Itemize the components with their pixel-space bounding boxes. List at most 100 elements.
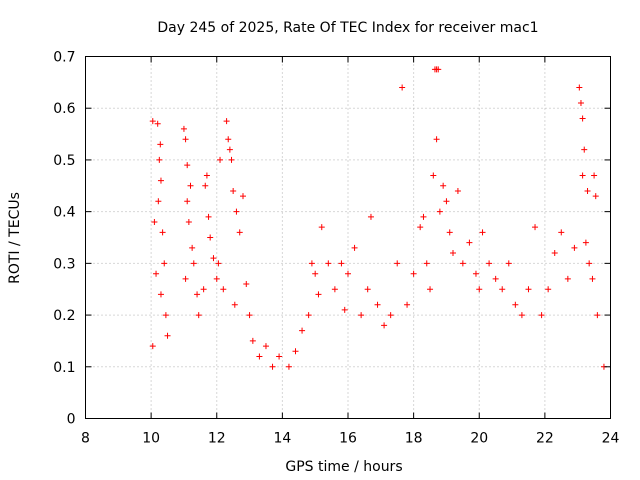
- data-point: [153, 270, 160, 277]
- data-point: [331, 286, 338, 293]
- data-point: [367, 213, 374, 220]
- data-point: [446, 229, 453, 236]
- data-point: [364, 286, 371, 293]
- data-point: [586, 260, 593, 267]
- y-tick-label: 0.3: [53, 256, 75, 272]
- data-point: [189, 244, 196, 251]
- data-point: [184, 198, 191, 205]
- data-point: [194, 291, 201, 298]
- data-point: [404, 301, 411, 308]
- y-tick-label: 0.5: [53, 153, 75, 169]
- data-point: [299, 327, 306, 334]
- data-point: [381, 322, 388, 329]
- x-tick-label: 24: [602, 431, 620, 447]
- data-point: [576, 84, 583, 91]
- data-point: [538, 312, 545, 319]
- x-tick-label: 14: [273, 431, 291, 447]
- data-point: [551, 250, 558, 257]
- data-point: [262, 343, 269, 350]
- data-point: [217, 156, 224, 163]
- data-point: [246, 312, 253, 319]
- data-point: [450, 250, 456, 257]
- data-point: [203, 172, 210, 179]
- data-point: [454, 187, 461, 194]
- data-point: [341, 306, 348, 313]
- data-point: [149, 118, 156, 125]
- data-point: [579, 115, 586, 122]
- data-point: [545, 286, 552, 293]
- x-tick-label: 20: [470, 431, 488, 447]
- y-tick-label: 0: [67, 412, 76, 428]
- data-point: [435, 66, 442, 73]
- data-point: [256, 353, 263, 360]
- data-point: [240, 193, 246, 200]
- data-point: [592, 193, 599, 200]
- data-point: [205, 213, 212, 220]
- data-point: [225, 136, 232, 143]
- data-point: [243, 281, 250, 288]
- data-point: [338, 260, 345, 267]
- data-point: [492, 275, 499, 282]
- data-point: [499, 286, 506, 293]
- x-tick-label: 10: [142, 431, 160, 447]
- data-point: [195, 312, 202, 319]
- data-point: [486, 260, 493, 267]
- data-point: [285, 363, 292, 370]
- y-tick-label: 0.4: [53, 205, 75, 221]
- data-point: [182, 136, 189, 143]
- data-point: [532, 224, 539, 231]
- chart-title: Day 245 of 2025, Rate Of TEC Index for r…: [157, 20, 538, 36]
- y-tick-label: 0.7: [53, 50, 75, 66]
- data-point: [231, 301, 238, 308]
- data-point: [228, 156, 235, 163]
- data-point: [157, 141, 164, 148]
- x-tick-label: 12: [208, 431, 226, 447]
- data-point: [164, 332, 171, 339]
- data-point: [308, 260, 315, 267]
- data-point: [466, 239, 473, 246]
- data-point: [190, 260, 197, 267]
- data-point: [579, 172, 586, 179]
- data-point: [236, 229, 243, 236]
- data-point: [305, 312, 312, 319]
- y-tick-label: 0.2: [53, 308, 75, 324]
- data-point: [312, 270, 319, 277]
- data-point: [571, 244, 578, 251]
- data-point: [210, 255, 217, 262]
- data-point: [249, 337, 256, 344]
- data-point: [207, 234, 214, 241]
- data-point: [479, 229, 486, 236]
- data-point: [182, 275, 189, 282]
- x-axis-label: GPS time / hours: [285, 459, 402, 475]
- data-point: [351, 244, 358, 251]
- data-point: [180, 125, 187, 132]
- data-point: [476, 286, 483, 293]
- data-point: [318, 224, 325, 231]
- data-points: [149, 66, 607, 370]
- data-point: [315, 291, 322, 298]
- y-tick-label: 0.1: [53, 360, 75, 376]
- x-tick-label: 16: [339, 431, 357, 447]
- data-point: [512, 301, 519, 308]
- data-point: [518, 312, 525, 319]
- data-point: [269, 363, 276, 370]
- data-point: [436, 208, 443, 215]
- data-point: [226, 146, 233, 153]
- data-point: [157, 291, 164, 298]
- data-point: [161, 260, 168, 267]
- data-point: [564, 275, 571, 282]
- data-point: [525, 286, 532, 293]
- data-point: [374, 301, 381, 308]
- data-point: [233, 208, 240, 215]
- data-point: [345, 270, 351, 277]
- data-point: [443, 198, 450, 205]
- data-point: [433, 136, 440, 143]
- data-point: [155, 198, 162, 205]
- data-point: [276, 353, 283, 360]
- data-point: [420, 213, 427, 220]
- data-point: [162, 312, 169, 319]
- data-point: [399, 84, 406, 91]
- y-axis-label: ROTI / TECUs: [7, 192, 23, 284]
- data-point: [577, 100, 584, 107]
